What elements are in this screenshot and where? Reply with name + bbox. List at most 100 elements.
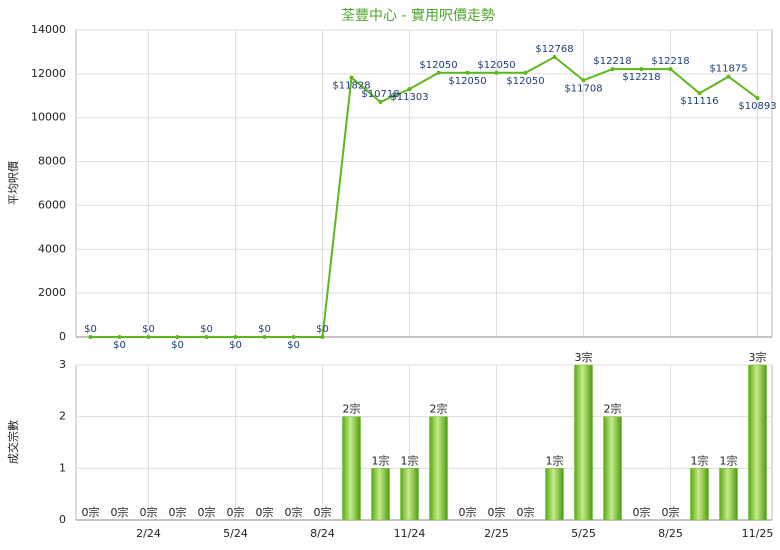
value-label: 0宗 (140, 505, 158, 519)
value-label: 0宗 (285, 505, 303, 519)
value-label: $0 (200, 324, 213, 335)
point (291, 335, 296, 339)
value-label: 1宗 (546, 453, 564, 467)
value-label: $11116 (680, 96, 718, 107)
value-label: 1宗 (691, 453, 709, 467)
value-label: 0宗 (459, 505, 477, 519)
bar (400, 468, 419, 521)
value-label: $11708 (564, 83, 602, 94)
plot-area (75, 29, 773, 338)
point (320, 335, 325, 339)
y-axis-label: 成交宗數 (6, 420, 20, 464)
value-label: 2宗 (343, 402, 361, 416)
plot-area (75, 364, 773, 521)
point (204, 335, 209, 339)
point (639, 67, 644, 72)
bar (545, 468, 564, 521)
value-label: $0 (258, 324, 271, 335)
point (407, 87, 412, 92)
bar (690, 468, 709, 521)
point (233, 335, 238, 339)
value-label: 3宗 (575, 350, 593, 364)
value-label: $10718 (361, 89, 399, 100)
value-label: 0宗 (198, 505, 216, 519)
point (610, 67, 615, 72)
value-label: 0宗 (82, 505, 100, 519)
point (465, 70, 470, 75)
value-label: $0 (229, 340, 242, 351)
value-label: $0 (142, 324, 155, 335)
value-label: 0宗 (227, 505, 245, 519)
y-tick-label: 2 (59, 410, 66, 423)
point (175, 335, 180, 339)
point (349, 75, 354, 80)
value-label: $12218 (593, 56, 631, 67)
value-label: $0 (287, 340, 300, 351)
point (117, 335, 122, 339)
line (90, 55, 759, 338)
y-tick-label: 12000 (31, 67, 66, 80)
value-label: $12218 (622, 72, 660, 83)
y-tick-label: 14000 (31, 23, 66, 36)
value-label: 1宗 (720, 453, 738, 467)
y-tick-label: 3 (59, 358, 66, 371)
x-tick-label: 8/24 (310, 527, 335, 540)
point (523, 70, 528, 75)
y-tick-label: 6000 (38, 198, 66, 211)
value-label: 0宗 (633, 505, 651, 519)
value-label: 3宗 (749, 350, 767, 364)
y-tick-label: 4000 (38, 242, 66, 255)
y-tick-label: 10000 (31, 111, 66, 124)
value-label: $12768 (535, 44, 573, 55)
value-label: $0 (84, 324, 97, 335)
x-tick-label: 2/24 (136, 527, 161, 540)
bar (748, 364, 767, 521)
value-label: 0宗 (517, 505, 535, 519)
x-tick-label: 5/25 (571, 527, 596, 540)
y-tick-label: 2000 (38, 286, 66, 299)
point (378, 99, 383, 104)
point (552, 55, 557, 60)
point (581, 78, 586, 83)
x-tick-label: 11/24 (394, 527, 426, 540)
value-label: 1宗 (401, 453, 419, 467)
point (697, 91, 702, 96)
x-tick-label: 11/25 (742, 527, 774, 540)
value-label: $0 (171, 340, 184, 351)
point (146, 335, 151, 339)
value-label: $12050 (419, 60, 457, 71)
point (436, 70, 441, 75)
y-tick-label: 0 (59, 330, 66, 343)
x-tick-label: 5/24 (223, 527, 248, 540)
point (262, 335, 267, 339)
value-label: $0 (316, 324, 329, 335)
bar (574, 364, 593, 521)
value-label: 0宗 (111, 505, 129, 519)
point (755, 96, 760, 101)
x-tick-label: 2/25 (484, 527, 509, 540)
bar (342, 416, 361, 521)
bar (429, 416, 448, 521)
value-label: $12050 (477, 60, 515, 71)
value-label: $11875 (709, 64, 747, 75)
bar (719, 468, 738, 521)
value-label: 2宗 (604, 402, 622, 416)
value-label: $11303 (390, 92, 428, 103)
value-label: 2宗 (430, 402, 448, 416)
point (494, 70, 499, 75)
value-label: $12218 (651, 56, 689, 67)
bar (603, 416, 622, 521)
value-label: $12050 (506, 76, 544, 87)
value-label: 0宗 (256, 505, 274, 519)
point (88, 335, 93, 339)
value-label: 0宗 (314, 505, 332, 519)
point (726, 74, 731, 79)
x-tick-label: 8/25 (658, 527, 683, 540)
y-axis-label: 平均呎價 (6, 161, 20, 205)
y-tick-label: 8000 (38, 155, 66, 168)
value-label: $11828 (332, 81, 370, 92)
bar (371, 468, 390, 521)
chart-title: 荃豐中心 - 實用呎價走勢 (341, 7, 495, 24)
value-label: $0 (113, 340, 126, 351)
